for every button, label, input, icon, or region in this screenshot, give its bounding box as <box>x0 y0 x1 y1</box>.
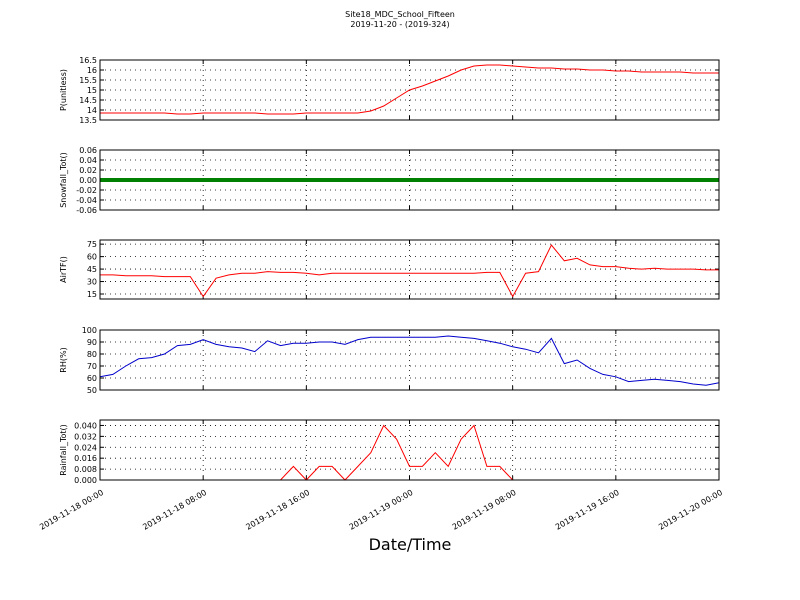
y-tick-label: 15 <box>87 290 97 299</box>
chart-title: Site18_MDC_School_Fifteen <box>345 10 455 19</box>
y-tick-label: 0.000 <box>74 476 97 485</box>
y-tick-label: 0.02 <box>79 166 97 175</box>
y-tick-label: 0.00 <box>79 176 97 185</box>
y-tick-label: 45 <box>87 265 97 274</box>
y-tick-label: 15 <box>87 86 97 95</box>
y-tick-label: 30 <box>87 278 97 287</box>
chart-subtitle: 2019-11-20 - (2019-324) <box>350 20 449 29</box>
y-tick-label: 0.04 <box>79 156 97 165</box>
y-axis-label: Snowfall_Tot() <box>59 152 68 208</box>
y-tick-label: 50 <box>87 386 97 395</box>
y-tick-label: 0.06 <box>79 146 97 155</box>
data-line <box>100 244 719 298</box>
y-tick-label: 0.024 <box>74 443 97 452</box>
y-tick-label: 60 <box>87 374 97 383</box>
plot-frame <box>99 329 720 391</box>
y-tick-label: 90 <box>87 338 97 347</box>
y-axis-label: RH(%) <box>59 347 68 372</box>
plot-frame <box>99 239 720 300</box>
y-tick-label: 60 <box>87 253 97 262</box>
y-tick-label: 16.5 <box>79 56 97 65</box>
y-tick-label: 75 <box>87 240 97 249</box>
y-tick-label: -0.04 <box>76 196 97 205</box>
y-tick-label: 100 <box>82 326 97 335</box>
y-tick-label: -0.02 <box>76 186 97 195</box>
y-tick-label: 0.040 <box>74 421 97 430</box>
y-tick-label: -0.06 <box>76 206 97 215</box>
y-tick-label: 15.5 <box>79 76 97 85</box>
plot-area <box>100 240 719 299</box>
y-tick-label: 0.016 <box>74 454 97 463</box>
y-tick-label: 14.5 <box>79 96 97 105</box>
y-tick-label: 70 <box>87 362 97 371</box>
x-axis-label: Date/Time <box>369 535 452 554</box>
plot-frame <box>99 149 720 211</box>
plot-frame <box>99 59 720 121</box>
plot-frame <box>99 419 720 481</box>
y-tick-label: 0.008 <box>74 465 97 474</box>
data-line <box>100 64 719 115</box>
y-tick-label: 13.5 <box>79 116 97 125</box>
y-axis-label: Rainfall_Tot() <box>59 424 68 476</box>
y-axis-label: P(unitless) <box>59 69 68 111</box>
data-line <box>99 335 720 386</box>
y-tick-label: 16 <box>87 66 97 75</box>
y-tick-label: 80 <box>87 350 97 359</box>
y-tick-label: 0.032 <box>74 432 97 441</box>
y-tick-label: 14 <box>87 106 97 115</box>
y-axis-label: AirTF() <box>59 256 68 283</box>
